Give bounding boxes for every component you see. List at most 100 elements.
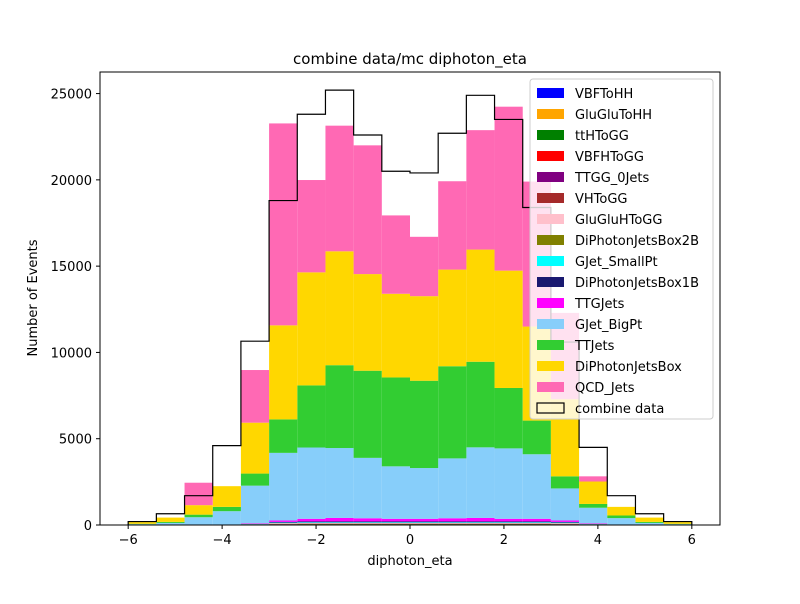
legend-swatch-vhtogg xyxy=(537,193,564,203)
bar-ttgjets-bin-7 xyxy=(325,518,353,521)
bar-diphotonjetsbox-bin-13 xyxy=(495,271,523,388)
bar-gjet-bigpt-bin-8 xyxy=(354,458,382,518)
bar-ttgjets-bin-9 xyxy=(382,519,410,522)
bar-glugluhtogg-bin-9 xyxy=(382,523,410,524)
bar-ttjets-bin-11 xyxy=(438,366,466,458)
bar-gjet-bigpt-bin-3 xyxy=(213,511,241,525)
bar-diphotonjetsbox1b-bin-8 xyxy=(354,521,382,522)
bar-ttgjets-bin-8 xyxy=(354,518,382,521)
bar-ttgjets-bin-10 xyxy=(410,519,438,522)
bar-qcd-jets-bin-10 xyxy=(410,237,438,296)
legend-label-tthtogg: ttHToGG xyxy=(575,129,629,144)
bar-ttgjets-bin-16 xyxy=(579,523,607,524)
bar-qcd-jets-bin-9 xyxy=(382,215,410,293)
bar-ttjets-bin-2 xyxy=(185,515,213,518)
x-tick-label: −2 xyxy=(306,533,325,548)
legend-swatch-ttjets xyxy=(537,340,564,350)
legend-label-qcd-jets: QCD_Jets xyxy=(575,381,635,396)
y-tick-label: 10000 xyxy=(51,346,92,361)
y-axis-label: Number of Events xyxy=(26,239,41,356)
bar-gjet-smallpt-bin-5 xyxy=(269,523,297,524)
bar-glugluhtogg-bin-5 xyxy=(269,523,297,524)
x-tick-label: 0 xyxy=(406,533,414,548)
bar-diphotonjetsbox-bin-17 xyxy=(607,507,635,516)
bar-glugluhtogg-bin-12 xyxy=(466,523,494,524)
legend-label-diphotonjetsbox1b: DiPhotonJetsBox1B xyxy=(575,276,699,291)
bar-qcd-jets-bin-16 xyxy=(579,476,607,481)
legend: VBFToHHGluGluToHHttHToGGVBFHToGGTTGG_0Je… xyxy=(530,79,713,419)
legend-label-vbftohh: VBFToHH xyxy=(575,87,633,102)
bar-ttjets-bin-16 xyxy=(579,504,607,508)
bar-gjet-bigpt-bin-9 xyxy=(382,466,410,518)
bar-ttjets-bin-7 xyxy=(325,365,353,448)
bar-diphotonjetsbox-bin-3 xyxy=(213,486,241,507)
bar-gjet-smallpt-bin-8 xyxy=(354,522,382,523)
bar-gjet-smallpt-bin-9 xyxy=(382,522,410,523)
bar-gjet-bigpt-bin-10 xyxy=(410,468,438,519)
bar-gjet-smallpt-bin-14 xyxy=(523,522,551,523)
bar-gjet-smallpt-bin-10 xyxy=(410,522,438,523)
bar-ttjets-bin-3 xyxy=(213,507,241,511)
bar-diphotonjetsbox1b-bin-5 xyxy=(269,522,297,523)
y-tick-label: 15000 xyxy=(51,260,92,275)
x-tick-label: −4 xyxy=(213,533,232,548)
legend-swatch-vbftohh xyxy=(537,88,564,98)
bar-ttjets-bin-18 xyxy=(635,522,663,523)
bar-ttgjets-bin-14 xyxy=(523,519,551,522)
bar-gjet-smallpt-bin-13 xyxy=(495,522,523,523)
bar-diphotonjetsbox1b-bin-10 xyxy=(410,521,438,522)
bar-ttjets-bin-8 xyxy=(354,371,382,458)
chart-title: combine data/mc diphoton_eta xyxy=(293,50,527,69)
bar-glugluhtogg-bin-7 xyxy=(325,523,353,524)
bar-ttjets-bin-4 xyxy=(241,474,269,486)
bar-qcd-jets-bin-4 xyxy=(241,370,269,423)
y-tick-label: 20000 xyxy=(51,174,92,189)
y-tick-label: 0 xyxy=(84,519,92,534)
bar-diphotonjetsbox-bin-11 xyxy=(438,270,466,367)
bar-diphotonjetsbox1b-bin-12 xyxy=(466,521,494,522)
bar-gjet-bigpt-bin-5 xyxy=(269,453,297,521)
legend-label-ttgjets: TTGJets xyxy=(574,297,625,312)
bar-gjet-smallpt-bin-12 xyxy=(466,522,494,523)
bar-diphotonjetsbox-bin-8 xyxy=(354,274,382,371)
bar-gjet-bigpt-bin-17 xyxy=(607,518,635,525)
bar-ttjets-bin-13 xyxy=(495,388,523,448)
y-tick-label: 5000 xyxy=(59,433,92,448)
bar-gjet-smallpt-bin-6 xyxy=(297,522,325,523)
bar-ttjets-bin-5 xyxy=(269,419,297,452)
legend-swatch-ttgjets xyxy=(537,298,564,308)
y-tick-label: 25000 xyxy=(51,88,92,103)
bar-diphotonjetsbox1b-bin-13 xyxy=(495,521,523,522)
x-tick-label: −6 xyxy=(119,533,138,548)
bar-ttgjets-bin-15 xyxy=(551,521,579,522)
legend-swatch-gjet-bigpt xyxy=(537,319,564,329)
bar-diphotonjetsbox-bin-9 xyxy=(382,294,410,378)
bar-ttgjets-bin-6 xyxy=(297,519,325,522)
bar-ttgjets-bin-11 xyxy=(438,518,466,521)
legend-label-diphotonjetsbox2b: DiPhotonJetsBox2B xyxy=(575,234,699,249)
legend-swatch-gjet-smallpt xyxy=(537,256,564,266)
bar-glugluhtogg-bin-6 xyxy=(297,523,325,524)
bar-gjet-bigpt-bin-6 xyxy=(297,448,325,519)
legend-swatch-ttgg-0jets xyxy=(537,172,564,182)
bar-gjet-bigpt-bin-4 xyxy=(241,486,269,524)
bar-qcd-jets-bin-7 xyxy=(325,126,353,252)
bar-ttjets-bin-17 xyxy=(607,516,635,519)
bar-ttjets-bin-15 xyxy=(551,476,579,488)
bar-diphotonjetsbox1b-bin-15 xyxy=(551,522,579,523)
bar-qcd-jets-bin-6 xyxy=(297,180,325,272)
legend-swatch-vbfhtogg xyxy=(537,151,564,161)
bar-qcd-jets-bin-2 xyxy=(185,483,213,505)
bar-diphotonjetsbox-bin-2 xyxy=(185,505,213,514)
bar-ttjets-bin-14 xyxy=(523,421,551,455)
legend-label-diphotonjetsbox: DiPhotonJetsBox xyxy=(575,360,682,375)
bar-qcd-jets-bin-13 xyxy=(495,107,523,271)
bar-diphotonjetsbox-bin-4 xyxy=(241,423,269,474)
bar-qcd-jets-bin-8 xyxy=(354,145,382,274)
bar-diphotonjetsbox1b-bin-6 xyxy=(297,521,325,522)
bar-gjet-bigpt-bin-15 xyxy=(551,488,579,520)
bar-ttgjets-bin-13 xyxy=(495,519,523,522)
bar-ttjets-bin-10 xyxy=(410,381,438,468)
